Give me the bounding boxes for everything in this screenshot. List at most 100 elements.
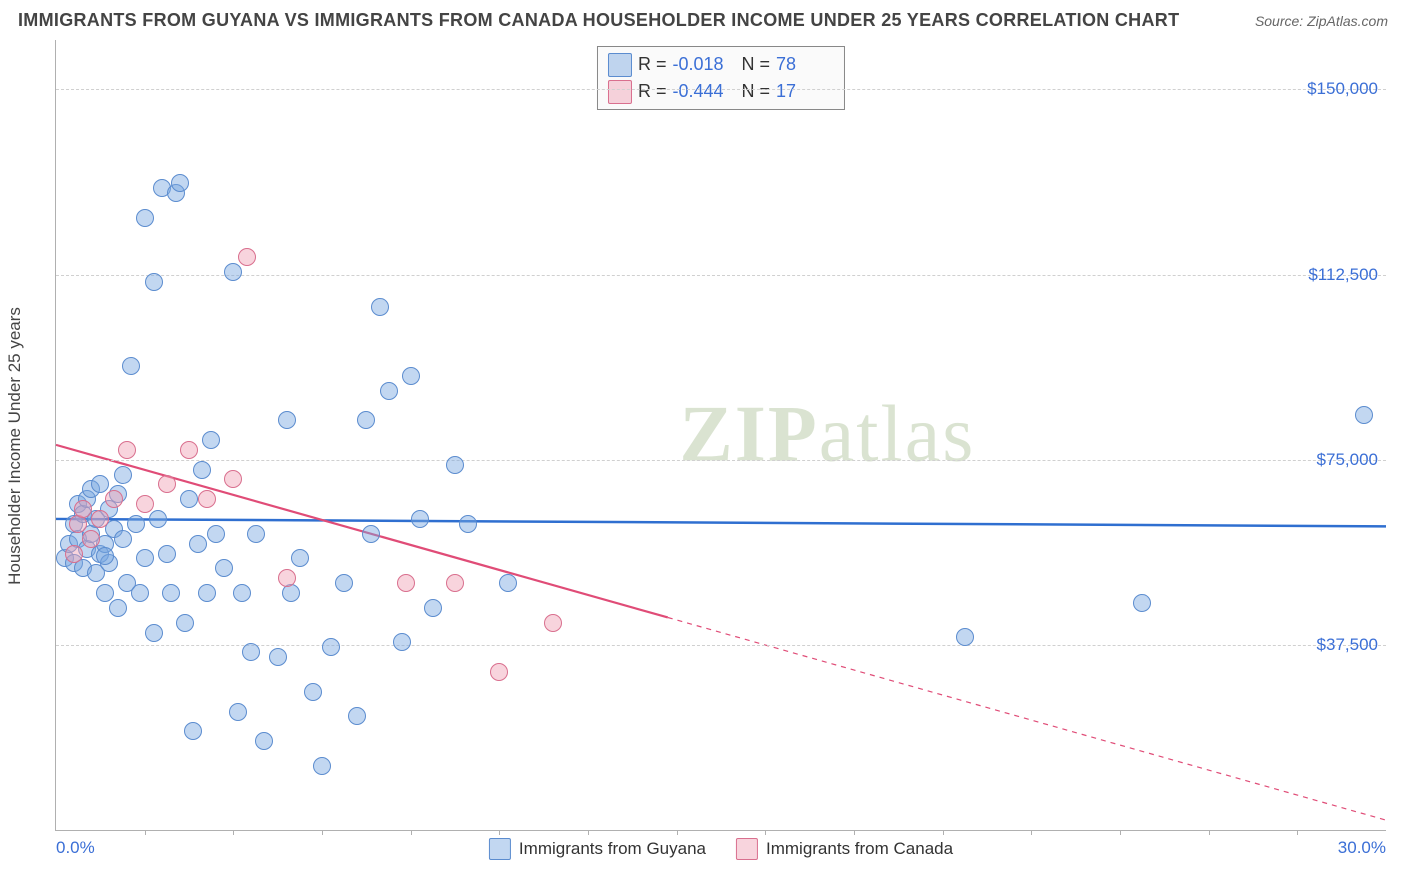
gridline: [56, 89, 1386, 90]
data-point: [162, 584, 180, 602]
data-point: [446, 574, 464, 592]
data-point: [335, 574, 353, 592]
data-point: [127, 515, 145, 533]
data-point: [393, 633, 411, 651]
data-point: [114, 466, 132, 484]
data-point: [247, 525, 265, 543]
data-point: [184, 722, 202, 740]
x-tick-mark: [943, 830, 944, 835]
data-point: [322, 638, 340, 656]
legend-item: Immigrants from Canada: [736, 838, 953, 860]
data-point: [180, 441, 198, 459]
data-point: [82, 530, 100, 548]
x-tick-label: 0.0%: [56, 838, 95, 858]
data-point: [411, 510, 429, 528]
data-point: [96, 547, 114, 565]
data-point: [544, 614, 562, 632]
data-point: [131, 584, 149, 602]
data-point: [145, 624, 163, 642]
y-tick-label: $75,000: [1317, 450, 1378, 470]
gridline: [56, 460, 1386, 461]
legend-item: Immigrants from Guyana: [489, 838, 706, 860]
data-point: [114, 530, 132, 548]
data-point: [149, 510, 167, 528]
data-point: [357, 411, 375, 429]
data-point: [91, 475, 109, 493]
data-point: [224, 263, 242, 281]
data-point: [402, 367, 420, 385]
data-point: [193, 461, 211, 479]
data-point: [189, 535, 207, 553]
data-point: [380, 382, 398, 400]
data-point: [158, 545, 176, 563]
data-point: [424, 599, 442, 617]
data-point: [118, 441, 136, 459]
data-point: [171, 174, 189, 192]
data-point: [158, 475, 176, 493]
data-point: [202, 431, 220, 449]
data-point: [499, 574, 517, 592]
x-tick-mark: [322, 830, 323, 835]
chart-title: IMMIGRANTS FROM GUYANA VS IMMIGRANTS FRO…: [18, 10, 1179, 31]
x-tick-mark: [854, 830, 855, 835]
data-point: [278, 411, 296, 429]
data-point: [446, 456, 464, 474]
x-tick-mark: [588, 830, 589, 835]
data-point: [291, 549, 309, 567]
data-point: [136, 495, 154, 513]
data-point: [1355, 406, 1373, 424]
data-point: [269, 648, 287, 666]
data-point: [371, 298, 389, 316]
x-tick-mark: [677, 830, 678, 835]
data-point: [215, 559, 233, 577]
data-point: [313, 757, 331, 775]
legend-stats-row: R = -0.018 N = 78: [608, 51, 834, 78]
trend-lines: [56, 40, 1386, 830]
x-tick-mark: [1031, 830, 1032, 835]
source-attribution: Source: ZipAtlas.com: [1255, 13, 1388, 29]
data-point: [198, 584, 216, 602]
gridline: [56, 275, 1386, 276]
x-tick-mark: [765, 830, 766, 835]
data-point: [74, 500, 92, 518]
data-point: [229, 703, 247, 721]
data-point: [238, 248, 256, 266]
data-point: [136, 549, 154, 567]
data-point: [362, 525, 380, 543]
data-point: [224, 470, 242, 488]
x-tick-label: 30.0%: [1338, 838, 1386, 858]
x-tick-mark: [145, 830, 146, 835]
data-point: [233, 584, 251, 602]
x-tick-mark: [1120, 830, 1121, 835]
legend-stats-row: R = -0.444 N = 17: [608, 78, 834, 105]
data-point: [145, 273, 163, 291]
x-tick-mark: [499, 830, 500, 835]
x-tick-mark: [1297, 830, 1298, 835]
data-point: [348, 707, 366, 725]
data-point: [397, 574, 415, 592]
data-point: [198, 490, 216, 508]
data-point: [65, 545, 83, 563]
data-point: [1133, 594, 1151, 612]
x-tick-mark: [1209, 830, 1210, 835]
data-point: [136, 209, 154, 227]
data-point: [91, 510, 109, 528]
data-point: [96, 584, 114, 602]
y-tick-label: $37,500: [1317, 635, 1378, 655]
data-point: [122, 357, 140, 375]
y-tick-label: $112,500: [1308, 265, 1378, 285]
correlation-legend: R = -0.018 N = 78R = -0.444 N = 17: [597, 46, 845, 110]
data-point: [304, 683, 322, 701]
data-point: [242, 643, 260, 661]
x-tick-mark: [411, 830, 412, 835]
data-point: [176, 614, 194, 632]
x-tick-mark: [233, 830, 234, 835]
data-point: [105, 490, 123, 508]
data-point: [278, 569, 296, 587]
data-point: [459, 515, 477, 533]
y-tick-label: $150,000: [1307, 79, 1378, 99]
data-point: [956, 628, 974, 646]
data-point: [207, 525, 225, 543]
plot-area: ZIPatlas R = -0.018 N = 78R = -0.444 N =…: [55, 40, 1386, 831]
data-point: [490, 663, 508, 681]
